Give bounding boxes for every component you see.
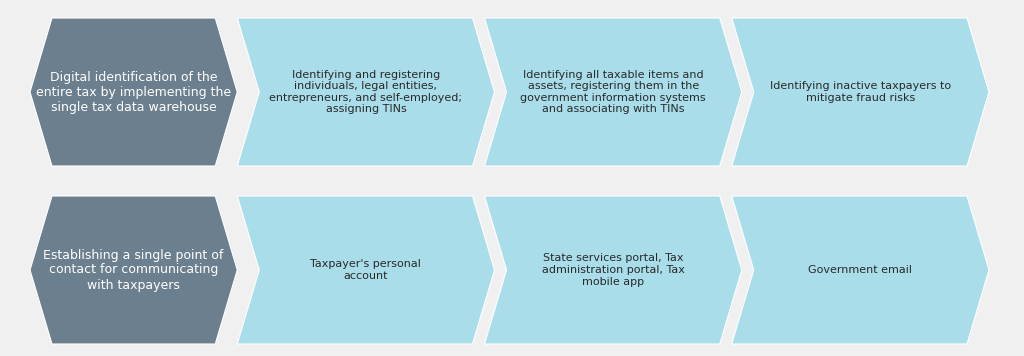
Polygon shape	[484, 18, 741, 166]
Polygon shape	[30, 196, 238, 344]
Polygon shape	[732, 196, 989, 344]
Text: Digital identification of the
entire tax by implementing the
single tax data war: Digital identification of the entire tax…	[36, 70, 231, 114]
Text: Government email: Government email	[808, 265, 912, 275]
Text: Identifying all taxable items and
assets, registering them in the
government inf: Identifying all taxable items and assets…	[520, 70, 706, 114]
Polygon shape	[30, 18, 238, 166]
Polygon shape	[484, 196, 741, 344]
Polygon shape	[238, 18, 495, 166]
Text: Taxpayer's personal
account: Taxpayer's personal account	[310, 259, 421, 281]
Text: Identifying inactive taxpayers to
mitigate fraud risks: Identifying inactive taxpayers to mitiga…	[770, 81, 951, 103]
Polygon shape	[732, 18, 989, 166]
Text: State services portal, Tax
administration portal, Tax
mobile app: State services portal, Tax administratio…	[542, 253, 685, 287]
Text: Establishing a single point of
contact for communicating
with taxpayers: Establishing a single point of contact f…	[43, 248, 224, 292]
Polygon shape	[238, 196, 495, 344]
Text: Identifying and registering
individuals, legal entities,
entrepreneurs, and self: Identifying and registering individuals,…	[269, 70, 463, 114]
